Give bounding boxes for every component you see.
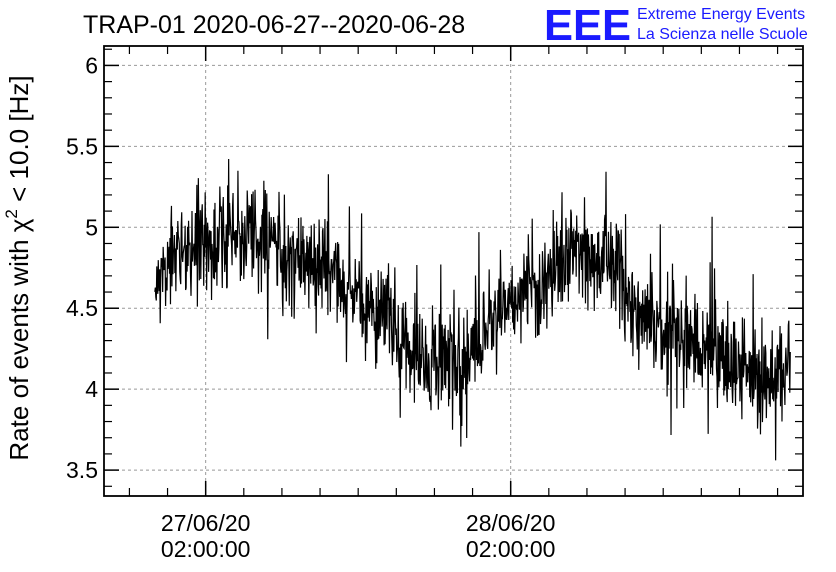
y-tick-label: 6 — [85, 52, 98, 78]
eee-logo-line1: Extreme Energy Events — [637, 6, 805, 23]
x-tick-label-date: 27/06/20 — [161, 510, 251, 536]
x-tick-label-time: 02:00:00 — [466, 536, 556, 562]
y-tick-label: 5.5 — [66, 133, 98, 159]
chart-title: TRAP-01 2020-06-27--2020-06-28 — [83, 11, 465, 39]
y-tick-label: 5 — [85, 214, 98, 240]
plot-frame — [103, 45, 804, 497]
y-tick-label: 4 — [85, 376, 98, 402]
x-tick-label-date: 28/06/20 — [466, 510, 556, 536]
eee-logo-line2: La Scienza nelle Scuole — [637, 26, 808, 43]
x-tick-label-time: 02:00:00 — [161, 536, 251, 562]
series-layer — [154, 158, 791, 461]
axis-ticks — [104, 46, 803, 496]
eee-logo: EEE Extreme Energy Events La Scienza nel… — [544, 1, 808, 50]
series-line-rate — [154, 158, 791, 461]
y-tick-label: 3.5 — [66, 457, 98, 483]
y-axis-label-suffix: < 10.0 [Hz] — [4, 75, 34, 209]
y-tick-label: 4.5 — [66, 295, 98, 321]
eee-logo-mark: EEE — [544, 1, 631, 50]
tick-labels: 3.544.555.5627/06/2002:00:0028/06/2002:0… — [66, 52, 555, 562]
y-axis-label-prefix: Rate of events with χ — [4, 218, 34, 460]
y-axis-label: Rate of events with χ2 < 10.0 [Hz] — [2, 75, 34, 460]
y-axis-label-superscript: 2 — [2, 209, 21, 218]
